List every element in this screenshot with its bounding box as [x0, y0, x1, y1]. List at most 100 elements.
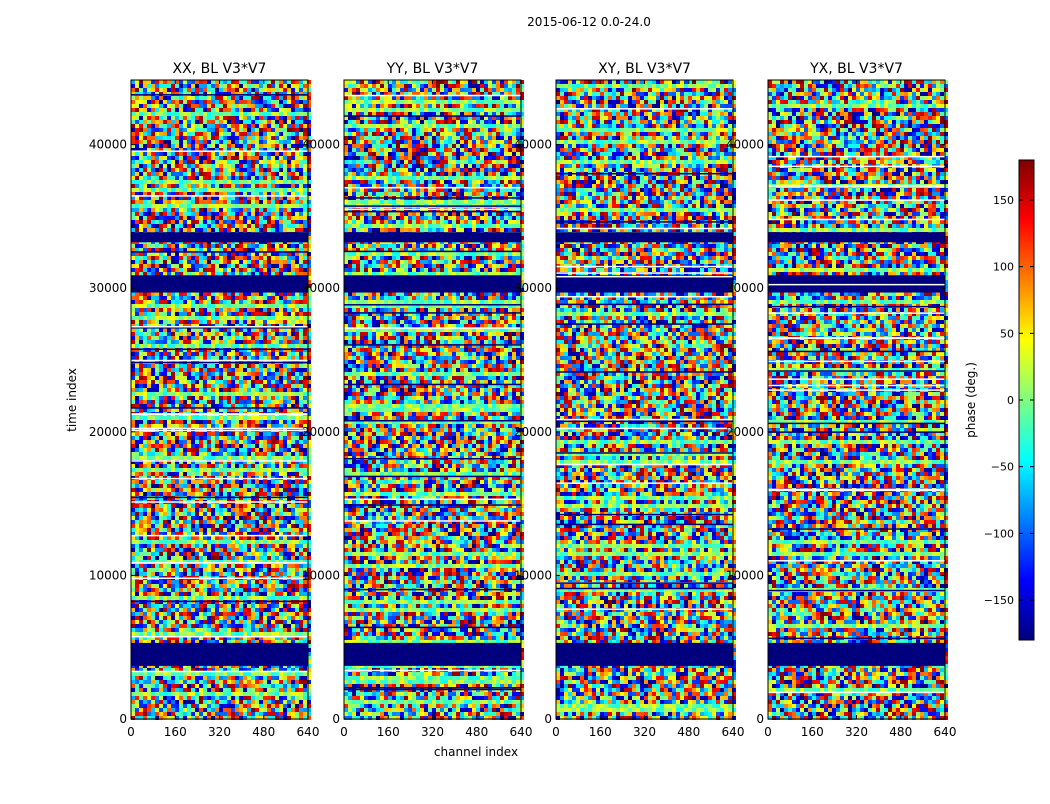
y-tick-label: 30000	[89, 281, 127, 295]
gap-line	[344, 384, 521, 386]
gap-line	[344, 95, 521, 97]
gap-line	[768, 351, 945, 353]
colorbar-tick-label: 150	[993, 194, 1014, 207]
y-tick-label: 40000	[302, 138, 340, 152]
gap-line	[768, 312, 945, 314]
gap-line	[344, 304, 521, 306]
y-tick-label: 40000	[726, 138, 764, 152]
panel-title: XY, BL V3*V7	[598, 61, 691, 77]
x-tick-label: 320	[633, 725, 656, 739]
gap-line	[556, 452, 733, 454]
gap-line	[556, 228, 733, 230]
gap-line	[768, 385, 945, 387]
gap-line	[556, 108, 733, 110]
x-axis-label: channel index	[434, 745, 518, 759]
x-tick-label: 480	[889, 725, 912, 739]
gap-line	[768, 590, 945, 592]
gap-line	[344, 504, 521, 506]
gap-line	[556, 304, 733, 306]
gap-line	[131, 428, 308, 430]
gap-line	[556, 221, 733, 223]
gap-line	[131, 497, 308, 499]
colorbar-tick-label: −100	[984, 527, 1014, 540]
gap-line	[556, 276, 733, 278]
colorbar-tick-label: 50	[1000, 327, 1014, 340]
gap-line	[344, 689, 521, 691]
colorbar-tick-label: −50	[991, 461, 1014, 474]
gap-line	[556, 652, 733, 654]
x-tick-label: 320	[208, 725, 231, 739]
gap-line	[131, 251, 308, 253]
gap-line	[131, 150, 308, 152]
y-tick-label: 0	[544, 712, 552, 726]
x-tick-label: 160	[589, 725, 612, 739]
phase-texture	[344, 80, 524, 720]
y-tick-label: 0	[756, 712, 764, 726]
gap-line	[344, 670, 521, 672]
gap-line	[556, 288, 733, 290]
gap-line	[768, 389, 945, 391]
gap-line	[344, 251, 521, 253]
gap-line	[344, 197, 521, 199]
gap-line	[344, 344, 521, 346]
gap-line	[768, 489, 945, 491]
gap-line	[768, 692, 945, 694]
y-tick-label: 10000	[726, 568, 764, 582]
gap-line	[768, 423, 945, 425]
y-tick-label: 20000	[302, 425, 340, 439]
gap-line	[131, 362, 308, 364]
gap-line	[344, 458, 521, 460]
x-tick-label: 0	[552, 725, 560, 739]
gap-line	[344, 499, 521, 501]
panel-title: YY, BL V3*V7	[386, 61, 479, 77]
gap-line	[344, 209, 521, 211]
flagged-band	[131, 275, 308, 292]
gap-line	[344, 187, 521, 189]
gap-line	[556, 524, 733, 526]
phase-texture	[556, 80, 736, 720]
colorbar-tick-label: −150	[984, 594, 1014, 607]
gap-line	[131, 326, 308, 328]
gap-line	[556, 421, 733, 423]
gap-line	[344, 589, 521, 591]
gap-line	[131, 671, 308, 673]
x-tick-label: 320	[845, 725, 868, 739]
gap-line	[131, 233, 308, 235]
y-tick-label: 10000	[514, 568, 552, 582]
y-tick-label: 30000	[514, 281, 552, 295]
gap-line	[556, 296, 733, 298]
x-tick-label: 160	[377, 725, 400, 739]
y-tick-label: 40000	[514, 138, 552, 152]
colorbar-tick-label: 100	[993, 261, 1014, 274]
y-tick-label: 10000	[89, 568, 127, 582]
gap-line	[768, 431, 945, 433]
gap-line	[131, 407, 308, 409]
x-tick-label: 160	[164, 725, 187, 739]
gap-line	[131, 237, 308, 239]
gap-line	[556, 173, 733, 175]
gap-line	[131, 195, 308, 197]
y-tick-label: 20000	[89, 425, 127, 439]
gap-line	[344, 327, 521, 329]
x-tick-label: 0	[340, 725, 348, 739]
gap-line	[131, 430, 308, 432]
x-tick-label: 160	[801, 725, 824, 739]
y-tick-label: 30000	[302, 281, 340, 295]
flagged-band	[344, 275, 521, 292]
flagged-band	[556, 275, 733, 292]
y-tick-label: 0	[119, 712, 127, 726]
gap-line	[556, 266, 733, 268]
gap-line	[131, 360, 308, 362]
gap-line	[768, 378, 945, 380]
gap-line	[131, 562, 308, 564]
gap-line	[768, 306, 945, 308]
gap-line	[131, 601, 308, 603]
gap-line	[556, 272, 733, 274]
y-tick-label: 0	[332, 712, 340, 726]
gap-line	[768, 284, 945, 286]
gap-line	[556, 608, 733, 610]
